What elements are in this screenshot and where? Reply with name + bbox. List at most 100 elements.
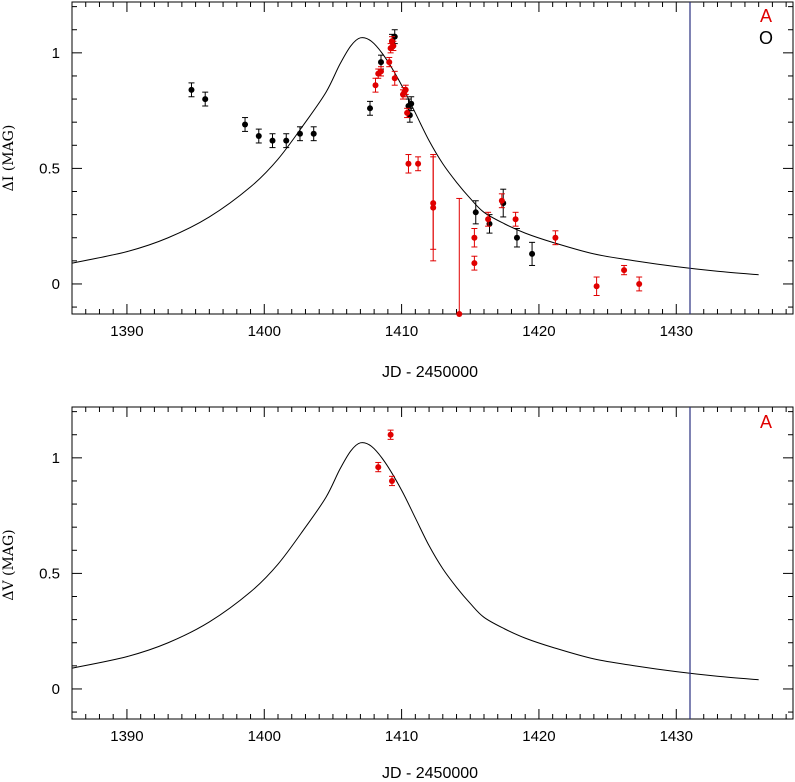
data-point-a (405, 154, 412, 174)
data-point-a (386, 56, 393, 68)
point-marker (552, 234, 559, 241)
plot-frame (71, 406, 794, 720)
data-point-a (512, 211, 519, 227)
data-point-a (485, 211, 492, 227)
data-point-a (498, 193, 505, 209)
data-point-a (456, 197, 463, 317)
data-point-a (593, 276, 600, 297)
x-tick-label: 1390 (110, 728, 143, 745)
y-axis-label-symbol: Δ (1, 181, 17, 191)
data-point-a (552, 230, 559, 246)
data-points (188, 29, 643, 317)
data-point-o (202, 91, 209, 107)
point-marker (529, 250, 536, 257)
point-marker (390, 42, 397, 49)
point-marker (593, 283, 600, 290)
point-marker (367, 105, 374, 112)
point-marker (415, 160, 422, 167)
x-tick-labels: 1390 1400 1410 1420 1430 (110, 728, 693, 745)
point-marker (255, 133, 262, 140)
data-point-o (269, 133, 276, 149)
x-axis-label: JD - 2450000 (382, 765, 478, 782)
legend-label-a: A (760, 6, 772, 26)
y-tick-label: 0 (52, 276, 60, 293)
data-point-o (296, 126, 303, 142)
data-point-o (367, 100, 374, 116)
y-tick-label: 0.5 (39, 160, 60, 177)
point-marker (202, 96, 209, 103)
point-marker (408, 100, 415, 107)
data-point-o (310, 126, 317, 142)
legend-label-a: A (760, 412, 772, 432)
point-marker (498, 197, 505, 204)
x-tick-labels: 1390 1400 1410 1420 1430 (110, 323, 693, 340)
y-tick-label: 1 (52, 45, 60, 62)
data-point-a (387, 429, 394, 440)
point-marker (372, 82, 379, 89)
data-point-a (375, 461, 382, 473)
svg-text:ΔV (MAG): ΔV (MAG) (1, 529, 17, 600)
point-marker (283, 137, 290, 144)
point-marker (188, 86, 195, 93)
point-marker (269, 137, 276, 144)
data-point-a (390, 40, 397, 52)
y-tick-label: 1 (52, 450, 60, 467)
x-axis-label: JD - 2450000 (382, 364, 478, 381)
axis-ticks (71, 407, 793, 719)
legend-label-o: O (759, 28, 773, 48)
data-point-a (621, 264, 628, 276)
point-marker (621, 267, 628, 274)
point-marker (472, 209, 479, 216)
y-axis-label-text: V (MAG) (1, 529, 17, 591)
data-point-o (242, 117, 249, 132)
y-tick-label: 0 (52, 681, 60, 698)
plot-frame (71, 1, 794, 315)
axis-ticks (71, 2, 793, 314)
point-marker (378, 59, 384, 66)
point-marker (485, 216, 492, 223)
panel-v-band: 1390 1400 1410 1420 1430 00.51 JD - 2450000 … (1, 406, 794, 782)
point-marker (456, 311, 463, 317)
point-marker (405, 160, 412, 167)
data-point-o (529, 241, 536, 266)
data-point-a (404, 107, 411, 119)
data-point-o (255, 128, 262, 144)
data-point-a (402, 84, 409, 95)
point-marker (388, 477, 395, 484)
model-curve-line (71, 37, 759, 276)
y-tick-labels: 00.51 (39, 45, 60, 293)
panel-i-band: 1390 1400 1410 1420 1430 00.51 JD - 2450000 … (1, 1, 794, 381)
x-tick-label: 1390 (110, 323, 143, 340)
point-marker (387, 431, 394, 438)
data-point-o (188, 82, 195, 98)
y-axis-label: ΔI (MAG) (1, 125, 17, 192)
point-marker (386, 59, 393, 66)
data-point-o (472, 200, 479, 225)
point-marker (242, 121, 249, 128)
x-tick-label: 1410 (385, 728, 418, 745)
svg-text:ΔI (MAG): ΔI (MAG) (1, 125, 17, 192)
point-marker (471, 234, 478, 241)
data-point-o (283, 133, 290, 149)
x-tick-label: 1400 (248, 323, 281, 340)
point-marker (402, 86, 409, 93)
point-marker (404, 109, 411, 116)
data-point-a (372, 77, 379, 93)
model-curve-line (71, 442, 759, 681)
data-point-a (391, 70, 398, 86)
model-curve (71, 442, 759, 681)
data-point-a (430, 156, 437, 250)
x-tick-label: 1420 (522, 323, 555, 340)
data-point-a (415, 156, 422, 172)
y-tick-label: 0.5 (39, 565, 60, 582)
data-point-o (513, 227, 520, 248)
point-marker (375, 464, 382, 471)
point-marker (310, 130, 317, 137)
data-point-a (471, 255, 478, 271)
y-axis-label-symbol: Δ (1, 591, 17, 601)
point-marker (296, 130, 303, 137)
model-curve (71, 37, 759, 276)
x-tick-label: 1420 (522, 728, 555, 745)
y-axis-label-text: I (MAG) (1, 125, 17, 182)
